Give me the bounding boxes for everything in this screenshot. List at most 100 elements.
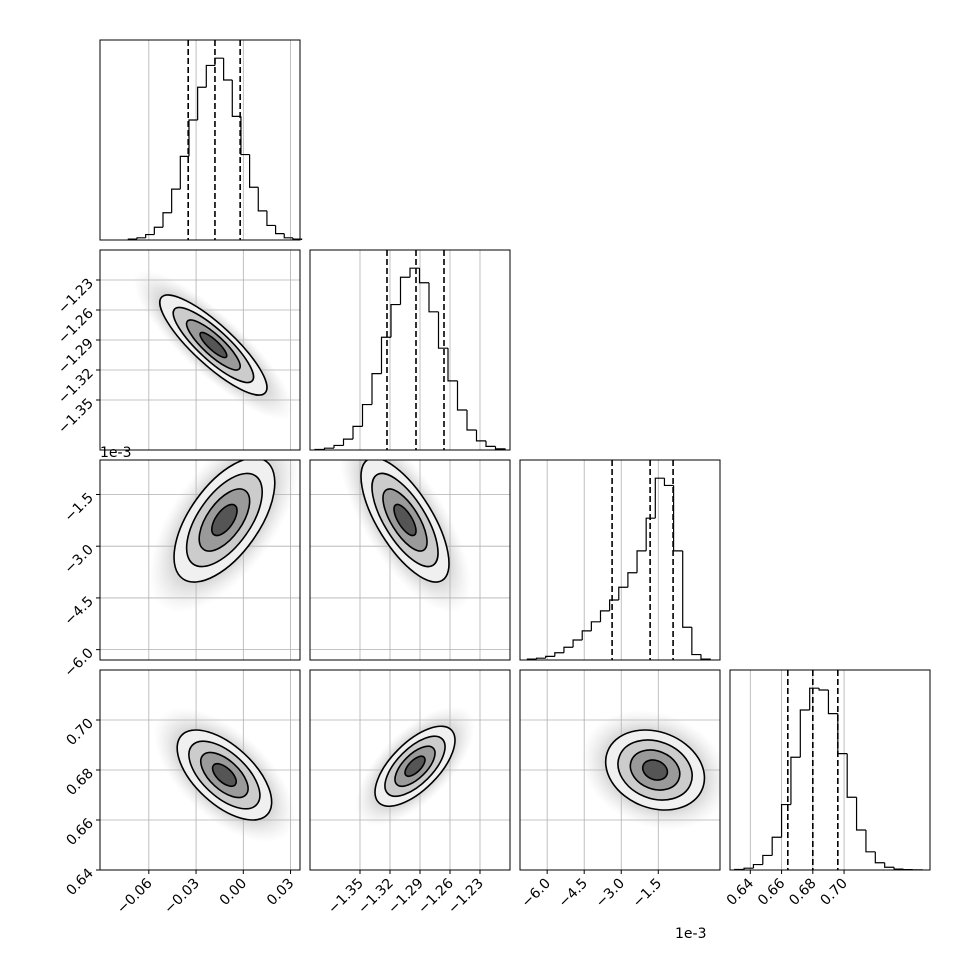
x-tick-label: 0.64 <box>724 875 757 908</box>
hist-bin <box>494 446 506 450</box>
contour <box>404 755 426 778</box>
hist-bin <box>581 630 592 640</box>
contour <box>211 503 238 537</box>
contour <box>211 762 238 788</box>
hist-bin <box>361 403 372 427</box>
hist-bin <box>827 690 838 715</box>
x-tick-label: −0.03 <box>161 876 203 918</box>
hist-bin <box>609 599 619 611</box>
hist-bin <box>231 80 241 117</box>
axes-frame <box>309 249 511 451</box>
axes-frame <box>309 459 511 661</box>
hist-bin <box>274 225 285 235</box>
axes-frame <box>99 249 301 451</box>
hist-bin <box>136 237 146 240</box>
hist-bin <box>333 444 344 449</box>
contour <box>199 331 228 359</box>
hist-bin <box>691 627 701 656</box>
hist-bin <box>162 212 172 228</box>
hist-bin <box>599 610 610 622</box>
hist-bin <box>700 654 711 660</box>
hist-bin <box>780 803 791 838</box>
y-tick-label: 0.64 <box>63 865 96 898</box>
hist-bin <box>837 713 848 755</box>
hist-bin <box>618 586 628 600</box>
x-tick-label: −6.0 <box>519 876 554 911</box>
hist-bin <box>223 58 233 81</box>
hist-bin <box>818 688 829 691</box>
hist-bin <box>563 646 574 653</box>
hist-bin <box>257 187 267 212</box>
axes-frame <box>519 669 721 871</box>
x-tick-label: 0.66 <box>755 875 788 908</box>
hist-bin <box>352 425 363 440</box>
hist-bin <box>475 430 486 442</box>
hist-bin <box>179 155 189 190</box>
hist-bin <box>390 303 401 338</box>
hist-bin <box>874 851 885 864</box>
hist-bin <box>636 550 647 573</box>
axes-frame <box>99 39 301 241</box>
hist-bin <box>266 210 276 227</box>
hist-bin <box>447 348 458 382</box>
hist-bin <box>846 753 857 798</box>
panel <box>100 250 300 450</box>
x-tick-label: 0.00 <box>217 876 250 909</box>
hist-bin <box>535 657 546 660</box>
hist-bin <box>545 655 555 659</box>
hist-bin <box>283 233 293 239</box>
hist-bin <box>153 226 163 235</box>
x-tick-label: 0.68 <box>786 876 819 909</box>
panel <box>520 670 720 870</box>
hist-bin <box>292 237 303 240</box>
x-tick-label: −4.5 <box>556 876 591 911</box>
hist-bin <box>197 86 207 120</box>
hist-bin <box>884 862 895 868</box>
hist-bin <box>762 854 773 865</box>
axes-frame <box>729 669 931 871</box>
hist-bin <box>663 478 674 487</box>
hist-bin <box>409 267 420 278</box>
hist-bin <box>855 797 866 831</box>
hist-bin <box>380 336 391 374</box>
x-tick-label: −0.06 <box>114 875 156 917</box>
panel <box>100 460 300 660</box>
hist-bin <box>485 440 496 447</box>
hist-bin <box>342 438 353 446</box>
axes-frame <box>99 459 301 661</box>
hist-bin <box>466 410 477 431</box>
hist-bin <box>418 268 429 284</box>
y-tick-label: 0.66 <box>63 815 96 848</box>
panel <box>310 460 510 660</box>
hist-bin <box>752 863 763 869</box>
hist-bin <box>437 311 448 349</box>
hist-bin <box>214 57 224 66</box>
y-tick-label: 0.68 <box>63 766 96 799</box>
hist-bin <box>171 188 181 213</box>
hist-bin <box>790 756 801 805</box>
contour <box>641 759 669 781</box>
x-tick-label: 0.70 <box>818 876 851 909</box>
hist-bin <box>249 154 259 188</box>
hist-bin <box>809 687 820 710</box>
axes-frame <box>309 669 511 871</box>
hist-bin <box>799 709 810 758</box>
hist-bin <box>865 830 876 853</box>
hist-bin <box>456 380 467 411</box>
x-tick-label: −3.0 <box>593 876 628 911</box>
x-tick-label: −1.5 <box>630 876 665 911</box>
hist-bin <box>428 282 439 313</box>
hist-bin <box>145 233 155 238</box>
hist-bin <box>771 836 782 856</box>
panel <box>310 670 510 870</box>
y-offset-text: 1e-3 <box>100 445 131 461</box>
hist-bin <box>627 572 638 588</box>
hist-bin <box>323 447 334 450</box>
y-tick-label: −6.0 <box>61 645 96 680</box>
axes-frame <box>519 459 721 661</box>
hist-bin <box>672 485 683 552</box>
panel <box>100 670 300 870</box>
y-tick-label: −3.0 <box>61 542 96 577</box>
hist-bin <box>654 477 665 519</box>
